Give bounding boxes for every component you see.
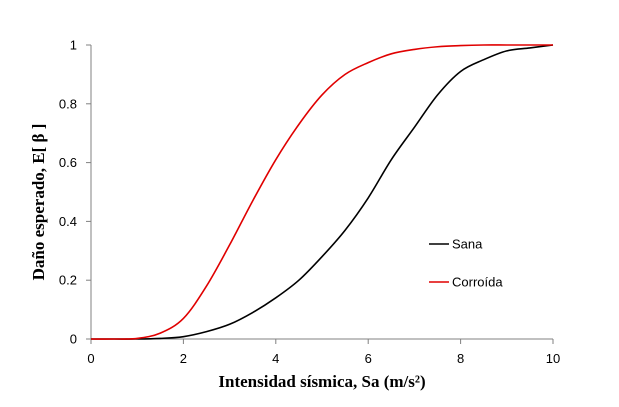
y-tick-label: 0.8 bbox=[59, 96, 77, 111]
series-line-1 bbox=[90, 44, 553, 340]
y-tick-label: 0.2 bbox=[59, 273, 77, 288]
x-axis-ticks: 0 2 4 6 8 10 bbox=[87, 339, 560, 366]
legend-label-0: Sana bbox=[452, 237, 483, 252]
x-tick-label: 2 bbox=[180, 351, 187, 366]
x-tick-label: 6 bbox=[365, 351, 372, 366]
y-axis-title: Daño esperado, E[ β ] bbox=[29, 124, 48, 281]
y-tick-label: 0 bbox=[70, 332, 77, 347]
legend: Sana Corroída bbox=[429, 237, 503, 290]
x-tick-label: 4 bbox=[272, 351, 279, 366]
y-tick-label: 1 bbox=[70, 38, 77, 53]
series-line-0 bbox=[91, 44, 554, 340]
x-tick-label: 10 bbox=[546, 351, 560, 366]
y-axis-ticks: 0 0.2 0.4 0.6 0.8 1 bbox=[59, 38, 91, 347]
y-tick-label: 0.4 bbox=[59, 214, 77, 229]
x-tick-label: 8 bbox=[457, 351, 464, 366]
series-layer bbox=[90, 44, 554, 340]
x-tick-label: 0 bbox=[87, 351, 94, 366]
y-tick-label: 0.6 bbox=[59, 155, 77, 170]
legend-label-1: Corroída bbox=[452, 275, 503, 290]
x-axis-title: Intensidad sísmica, Sa (m/s²) bbox=[218, 372, 425, 391]
